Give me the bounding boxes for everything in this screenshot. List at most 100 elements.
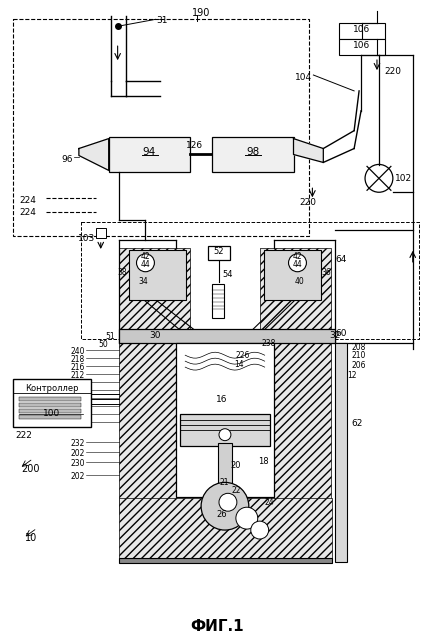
Text: 51: 51	[105, 332, 115, 341]
Text: 44: 44	[141, 260, 150, 269]
Bar	[19, 409, 81, 413]
Bar	[218, 443, 232, 499]
Text: 10: 10	[25, 533, 37, 543]
Bar	[264, 250, 321, 300]
Text: 98: 98	[246, 147, 260, 157]
Bar	[108, 136, 190, 172]
Bar	[118, 248, 190, 332]
Text: 230: 230	[70, 458, 85, 468]
Bar	[339, 23, 385, 39]
Text: 100: 100	[43, 409, 61, 418]
Text: 220: 220	[299, 198, 316, 207]
Text: 18: 18	[258, 456, 268, 465]
Text: 190: 190	[192, 8, 210, 19]
Text: 210: 210	[351, 351, 365, 360]
Bar	[19, 397, 81, 401]
Text: 222: 222	[15, 431, 32, 440]
Text: 30: 30	[150, 332, 161, 340]
Circle shape	[137, 254, 155, 272]
Text: 16: 16	[216, 395, 228, 404]
Text: 40: 40	[295, 276, 304, 285]
Text: 214: 214	[70, 395, 85, 404]
Text: 226: 226	[236, 351, 250, 360]
Text: 36: 36	[321, 268, 331, 276]
Circle shape	[251, 521, 269, 539]
Text: 106: 106	[353, 26, 371, 35]
Text: 208: 208	[351, 343, 365, 352]
Bar	[96, 228, 106, 238]
Bar	[260, 248, 331, 332]
Circle shape	[236, 508, 258, 529]
Text: 104: 104	[295, 73, 312, 82]
Text: 62: 62	[351, 419, 362, 428]
Bar	[81, 222, 419, 339]
Text: 32: 32	[329, 332, 341, 340]
Bar	[118, 558, 332, 563]
Text: 24: 24	[265, 499, 274, 508]
Bar	[19, 403, 81, 407]
Text: 64: 64	[335, 255, 347, 264]
Text: 126: 126	[186, 141, 203, 150]
Text: 234: 234	[70, 403, 85, 412]
Text: 26: 26	[217, 510, 227, 519]
Text: 202: 202	[70, 472, 85, 481]
Bar	[13, 379, 91, 427]
Text: 12: 12	[347, 371, 357, 380]
Bar	[212, 136, 293, 172]
Bar	[118, 330, 335, 343]
Circle shape	[201, 483, 249, 530]
Bar	[180, 414, 270, 445]
Bar	[13, 19, 309, 236]
Text: 42: 42	[293, 252, 302, 261]
Text: 96: 96	[62, 156, 73, 164]
Text: 102: 102	[395, 174, 412, 184]
Text: 228: 228	[71, 419, 85, 428]
Text: 21: 21	[220, 479, 230, 488]
Text: 220: 220	[384, 67, 401, 76]
Text: 224: 224	[19, 196, 36, 205]
Text: 20: 20	[230, 461, 240, 470]
Text: 237: 237	[70, 379, 85, 388]
Text: 200: 200	[21, 463, 40, 474]
Text: 60: 60	[335, 330, 347, 339]
Bar	[339, 39, 385, 55]
Text: 224: 224	[19, 208, 36, 217]
Circle shape	[219, 429, 231, 441]
Text: 204: 204	[70, 411, 85, 420]
Circle shape	[219, 493, 237, 511]
Text: 31: 31	[156, 17, 168, 26]
Bar	[212, 284, 224, 319]
Text: 38: 38	[117, 268, 127, 276]
Bar	[118, 343, 176, 512]
Text: 22: 22	[232, 486, 241, 495]
Text: 232: 232	[70, 438, 85, 447]
Polygon shape	[79, 139, 108, 170]
Bar	[19, 415, 81, 419]
Text: 202: 202	[70, 449, 85, 458]
Text: 42: 42	[141, 252, 150, 261]
Bar	[273, 343, 331, 512]
Bar	[118, 499, 332, 558]
Text: 94: 94	[143, 147, 156, 157]
Text: 216: 216	[70, 363, 85, 372]
Text: 103: 103	[78, 234, 95, 243]
Text: 212: 212	[71, 371, 85, 380]
Text: 240: 240	[70, 348, 85, 356]
Bar	[335, 343, 347, 562]
Text: 236: 236	[70, 387, 85, 396]
Text: 206: 206	[351, 361, 365, 370]
Circle shape	[289, 254, 306, 272]
Text: Контроллер: Контроллер	[25, 384, 79, 393]
Polygon shape	[293, 139, 323, 163]
Text: 238: 238	[262, 339, 276, 348]
Text: ФИГ.1: ФИГ.1	[190, 620, 244, 634]
Bar	[208, 246, 230, 260]
Bar	[128, 250, 186, 300]
Text: 50: 50	[98, 340, 108, 349]
Text: 44: 44	[293, 260, 302, 269]
Text: 54: 54	[222, 269, 233, 279]
Bar	[176, 343, 273, 497]
Text: 34: 34	[138, 276, 148, 285]
Text: 14: 14	[234, 360, 243, 369]
Text: 52: 52	[214, 247, 224, 256]
